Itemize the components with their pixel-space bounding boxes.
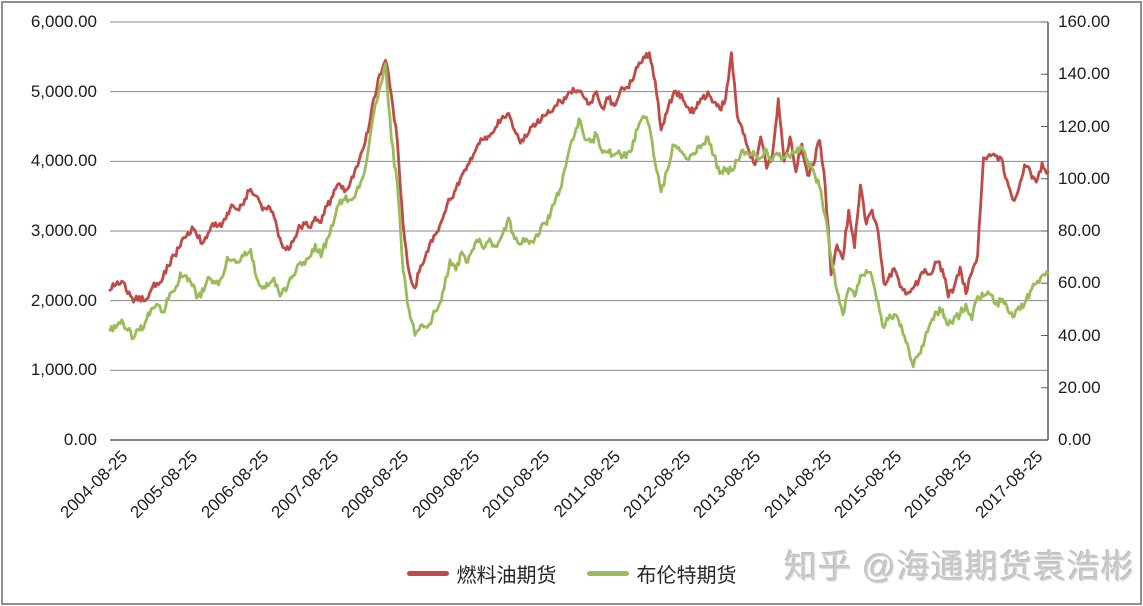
y-axis-right-tick-label: 60.00 — [1058, 273, 1101, 293]
y-axis-right-tick-label: 100.00 — [1058, 168, 1110, 188]
y-axis-left-tick-label: 6,000.00 — [30, 12, 97, 31]
y-axis-right-tick-label: 140.00 — [1058, 64, 1110, 84]
series-line-brent — [108, 62, 1050, 369]
legend-label-brent: 布伦特期货 — [636, 565, 737, 587]
y-axis-right-tick-label: 0.00 — [1058, 430, 1092, 449]
y-axis-left-tick-label: 1,000.00 — [30, 360, 97, 380]
y-axis-right-tick-label: 40.00 — [1058, 325, 1101, 345]
y-axis-left-tick-label: 4,000.00 — [30, 151, 97, 171]
y-axis-right-tick-label: 80.00 — [1058, 221, 1101, 240]
legend-swatch-brent — [586, 571, 629, 576]
y-axis-right-tick-label: 120.00 — [1058, 116, 1110, 136]
y-axis-left-tick-label: 3,000.00 — [30, 221, 97, 240]
watermark-text: 知乎 @海通期货袁浩彬 — [784, 548, 1135, 585]
y-axis-right-tick-label: 160.00 — [1058, 12, 1110, 31]
y-axis-left-tick-label: 0.00 — [63, 430, 97, 449]
legend-label-fuel-oil: 燃料油期货 — [456, 565, 557, 587]
series-line-fuel-oil — [108, 51, 1050, 304]
legend-item-brent: 布伦特期货 — [586, 559, 737, 588]
legend: 燃料油期货 布伦特期货 — [0, 559, 1143, 588]
y-axis-right-tick-label: 20.00 — [1058, 377, 1101, 397]
y-axis-left-tick-label: 5,000.00 — [30, 81, 97, 101]
legend-swatch-fuel-oil — [406, 571, 449, 576]
legend-item-fuel-oil: 燃料油期货 — [406, 559, 557, 588]
y-axis-left-tick-label: 2,000.00 — [30, 290, 97, 310]
